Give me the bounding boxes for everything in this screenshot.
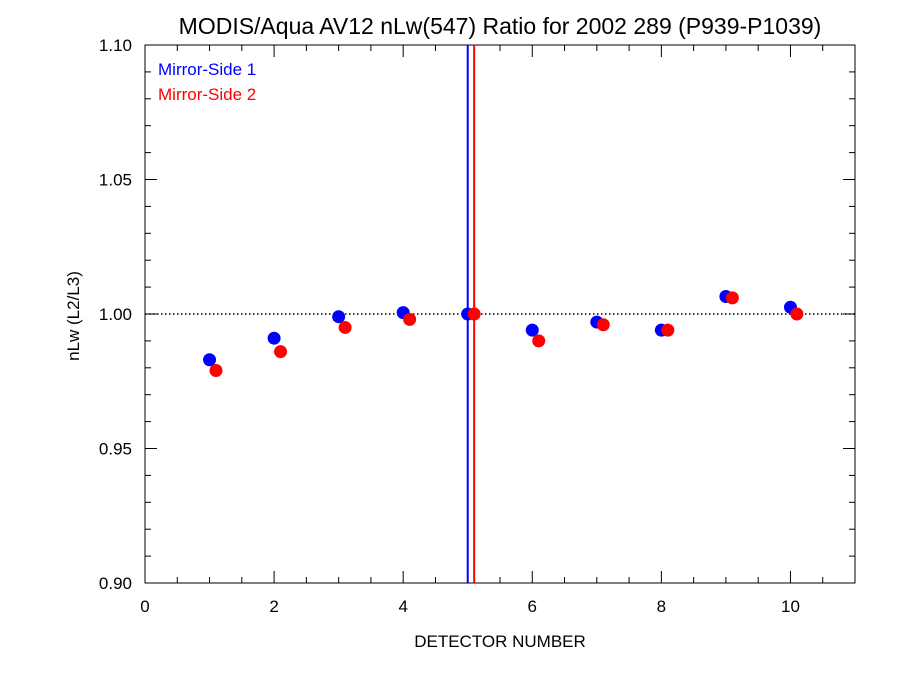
y-tick-label: 1.00 (99, 305, 132, 324)
data-point-series-2 (338, 320, 352, 334)
legend-entry: Mirror-Side 2 (158, 85, 256, 104)
x-tick-label: 4 (398, 597, 407, 616)
plot-area (144, 44, 856, 584)
data-point-series-2 (725, 291, 739, 305)
x-axis-label: DETECTOR NUMBER (414, 632, 586, 651)
data-point-series-2 (790, 307, 804, 321)
data-point-series-2 (274, 345, 288, 359)
data-point-series-2 (661, 323, 675, 337)
data-points (203, 290, 804, 377)
data-point-series-1 (525, 323, 539, 337)
y-tick-label: 1.10 (99, 36, 132, 55)
axis-ticks: 0 2 4 6 8 10 0.90 0.95 1.00 1.05 1.10 (99, 36, 856, 616)
x-tick-label: 6 (528, 597, 537, 616)
data-point-series-2 (596, 318, 610, 332)
x-tick-label: 8 (657, 597, 666, 616)
x-tick-label: 10 (781, 597, 800, 616)
reference-lines (145, 45, 855, 583)
data-point-series-1 (267, 331, 281, 345)
data-point-series-2 (467, 307, 481, 321)
chart-title: MODIS/Aqua AV12 nLw(547) Ratio for 2002 … (179, 13, 822, 39)
y-tick-label: 0.90 (99, 574, 132, 593)
data-point-series-1 (203, 353, 217, 367)
data-point-series-2 (403, 312, 417, 326)
legend-entry: Mirror-Side 1 (158, 60, 256, 79)
legend: Mirror-Side 1 Mirror-Side 2 (158, 60, 256, 104)
x-tick-label: 2 (269, 597, 278, 616)
data-point-series-2 (532, 334, 546, 348)
data-point-series-2 (209, 363, 223, 377)
y-tick-label: 0.95 (99, 440, 132, 459)
data-point-series-1 (332, 310, 346, 324)
y-tick-label: 1.05 (99, 171, 132, 190)
x-tick-label: 0 (140, 597, 149, 616)
y-axis-label: nLw (L2/L3) (64, 271, 83, 361)
